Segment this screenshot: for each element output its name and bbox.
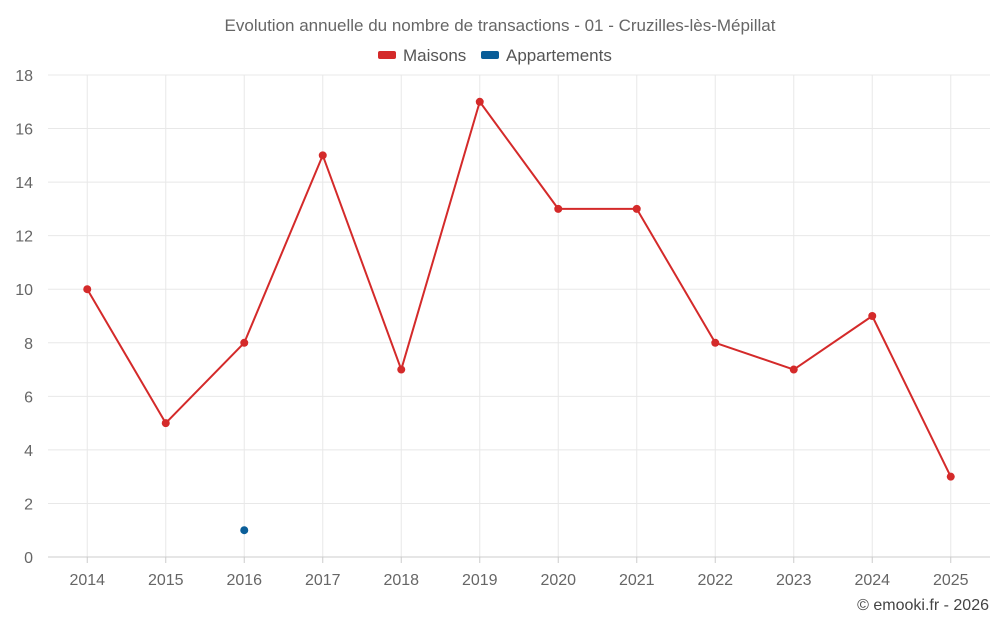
chart-title: Evolution annuelle du nombre de transact…: [225, 16, 776, 35]
x-tick-label-2014: 2014: [69, 572, 105, 589]
legend-swatch-maisons: [378, 51, 396, 59]
grid: [48, 74, 990, 557]
series-line-maisons: [86, 100, 952, 478]
y-tick-label-12: 12: [15, 229, 33, 246]
point-maisons-2014: [83, 285, 92, 294]
y-tick-label-6: 6: [24, 389, 33, 406]
point-maisons-2021: [632, 204, 641, 213]
axes: 0 2 4 6 8 10 12 14 16 18 2014 2015 2016 2017 2018 2019 2…: [15, 68, 990, 589]
point-maisons-2018: [397, 365, 406, 374]
legend: Maisons Appartements: [378, 46, 612, 65]
y-tick-label-8: 8: [24, 336, 33, 353]
x-tick-label-2015: 2015: [148, 572, 184, 589]
point-maisons-2024: [868, 312, 877, 320]
x-tick-label-2017: 2017: [305, 572, 341, 589]
x-tick-label-2018: 2018: [383, 572, 419, 589]
x-tick-label-2022: 2022: [697, 572, 733, 589]
point-maisons-2017: [318, 151, 327, 160]
y-tick-label-14: 14: [15, 175, 33, 192]
legend-item-appartements[interactable]: Appartements: [481, 46, 612, 65]
legend-label-appartements: Appartements: [506, 46, 612, 65]
y-tick-label-4: 4: [24, 443, 33, 460]
x-tick-label-2020: 2020: [540, 572, 576, 589]
x-tick-label-2025: 2025: [933, 572, 969, 589]
x-tick-label-2021: 2021: [619, 572, 655, 589]
y-tick-label-10: 10: [15, 282, 33, 299]
x-tick-label-2023: 2023: [776, 572, 812, 589]
point-appartements-2016: [240, 526, 249, 535]
series: [83, 97, 955, 535]
x-tick-label-2019: 2019: [462, 572, 498, 589]
legend-swatch-appartements: [481, 51, 499, 59]
point-maisons-2020: [554, 204, 563, 213]
x-tick-label-2016: 2016: [226, 572, 262, 589]
x-tick-label-2024: 2024: [854, 572, 890, 589]
legend-label-maisons: Maisons: [403, 46, 466, 65]
y-tick-label-16: 16: [15, 122, 33, 139]
point-maisons-2015: [161, 419, 170, 428]
credit-text: © emooki.fr - 2026: [857, 597, 989, 614]
y-tick-label-18: 18: [15, 68, 33, 85]
point-maisons-2025: [946, 472, 955, 481]
legend-item-maisons[interactable]: Maisons: [378, 46, 466, 65]
y-tick-label-2: 2: [24, 496, 33, 513]
y-tick-label-0: 0: [24, 550, 33, 567]
point-maisons-2016: [240, 338, 249, 347]
point-maisons-2019: [475, 97, 484, 106]
point-maisons-2022: [711, 338, 720, 347]
point-maisons-2023: [789, 365, 798, 374]
